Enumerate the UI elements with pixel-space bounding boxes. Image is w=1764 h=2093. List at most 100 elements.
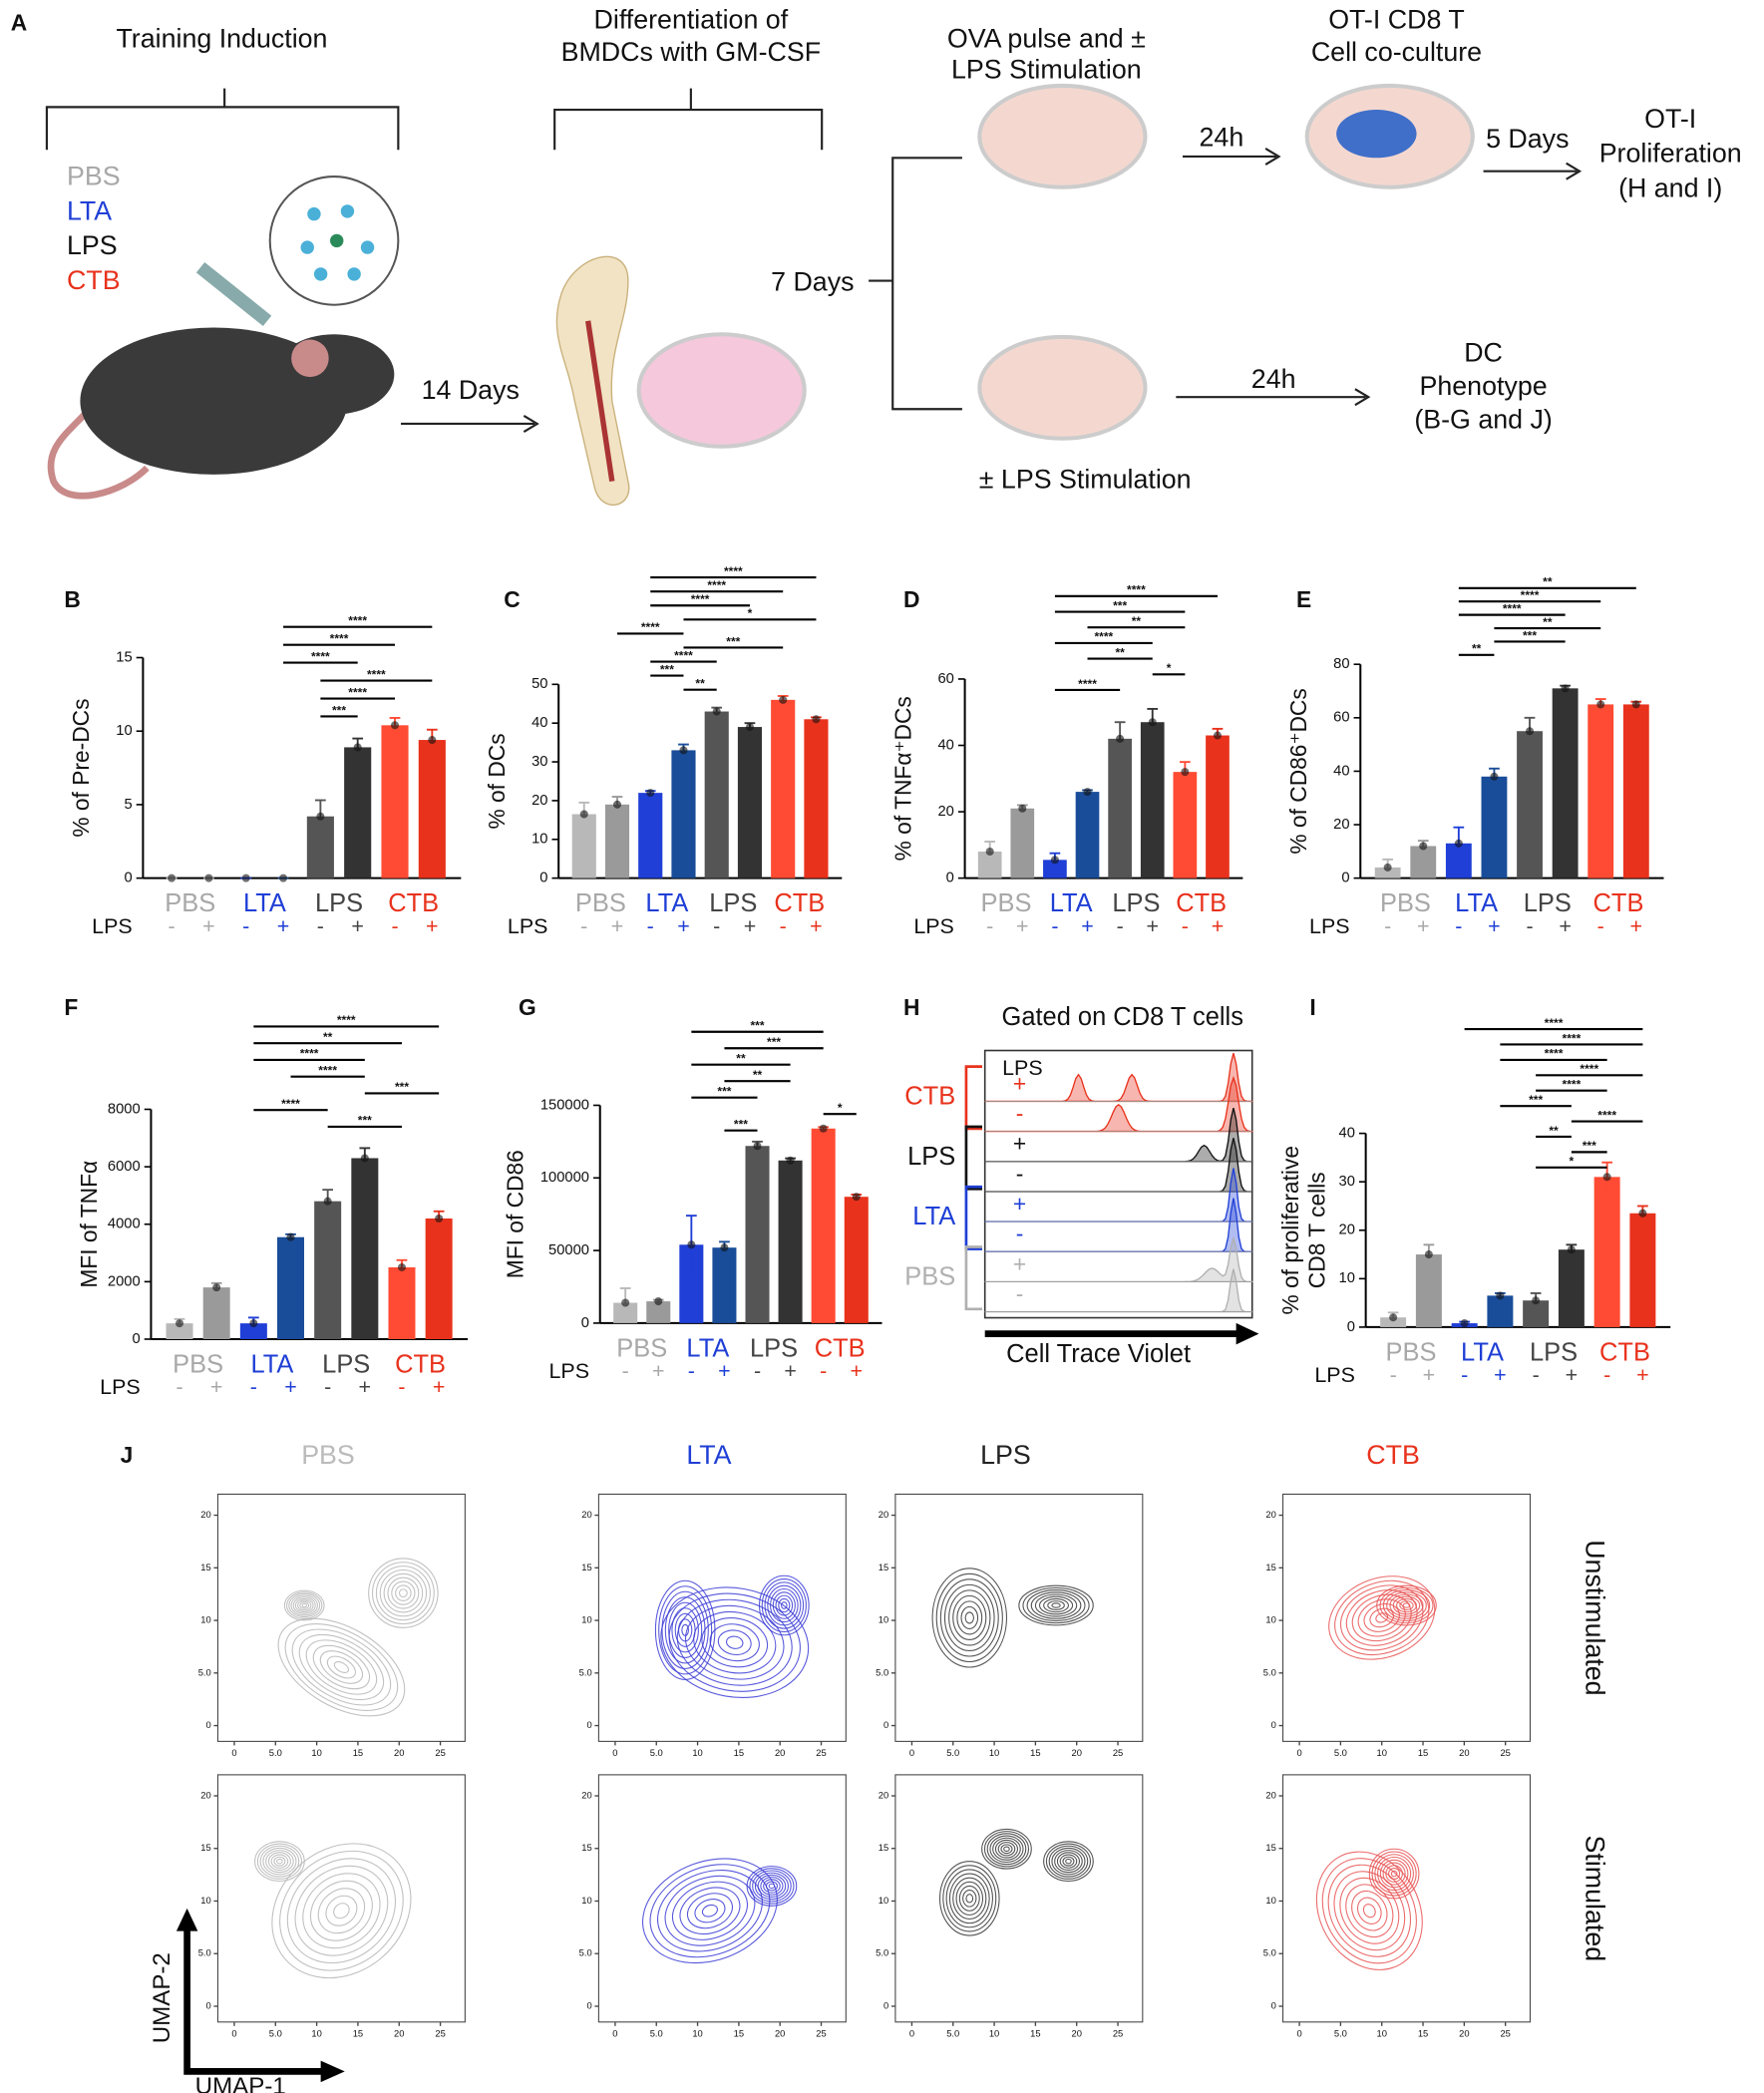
contour (391, 1580, 416, 1605)
significance-label: **** (641, 620, 660, 634)
y-tick-label: 15 (1265, 1843, 1275, 1853)
x-tick-label: 10 (311, 1748, 321, 1758)
stim-sign: + (744, 914, 757, 938)
stim-sign: + (1013, 1191, 1026, 1217)
stim-sign: - (250, 1375, 257, 1399)
y-tick-label: 15 (581, 1843, 591, 1853)
x-tick-label: 25 (816, 2028, 826, 2038)
group-label: PBS (173, 1351, 223, 1379)
y-tick-label: 15 (200, 1843, 210, 1853)
contour (299, 1601, 310, 1609)
stim-sign: + (677, 914, 690, 938)
group-label: LPS (709, 889, 757, 917)
stim-sign: - (622, 1359, 629, 1383)
label: Proliferation (1599, 139, 1742, 169)
contour (1385, 1865, 1403, 1883)
contour (294, 1597, 314, 1613)
y-axis-label: % of proliferative (1277, 1146, 1303, 1315)
contour (1368, 1848, 1420, 1900)
panel-letter: C (504, 586, 520, 612)
contour (752, 1870, 792, 1903)
bar (604, 804, 630, 878)
x-tick-label: 10 (311, 2028, 321, 2038)
contour (760, 1877, 784, 1896)
significance-label: *** (332, 703, 346, 717)
contour (1339, 1584, 1424, 1651)
contour (1056, 1852, 1081, 1872)
label: Cell co-culture (1311, 37, 1482, 67)
group-bracket (964, 1125, 983, 1191)
bar (671, 750, 696, 878)
head (273, 334, 395, 415)
bar (1517, 731, 1543, 878)
contour (395, 1584, 412, 1601)
x-tick-label: 15 (1030, 2028, 1040, 2038)
contour (986, 1833, 1027, 1866)
significance-label: **** (311, 649, 330, 663)
y-tick-label: 5.0 (579, 1948, 592, 1958)
contour (948, 1589, 991, 1646)
significance-label: **** (674, 648, 693, 662)
y-axis-label: MFI of CD86 (503, 1150, 529, 1278)
contour (1371, 1851, 1417, 1897)
bar (704, 711, 729, 878)
significance-label: **** (1597, 1108, 1616, 1122)
axis-label: UMAP-1 (195, 2073, 286, 2093)
x-tick-label: 20 (1071, 1748, 1081, 1758)
x-tick-label: 25 (435, 2028, 445, 2038)
significance-label: ** (323, 1030, 333, 1044)
contour (283, 1589, 325, 1621)
contour (693, 1610, 777, 1674)
bar (277, 1236, 305, 1339)
contour (709, 1623, 760, 1662)
contour (1000, 1844, 1013, 1855)
stim-sign: - (324, 1375, 331, 1399)
contour (301, 1602, 307, 1608)
contour (964, 1611, 974, 1624)
contour (994, 1839, 1019, 1859)
stim-sign: + (718, 1359, 731, 1383)
y-tick-label: 40 (531, 715, 547, 731)
contour (265, 1850, 294, 1874)
x-tick-label: 20 (394, 1748, 404, 1758)
marker (241, 873, 250, 882)
y-axis-label: MFI of TNFα (76, 1161, 102, 1288)
marker (1496, 1291, 1505, 1300)
stim-sign: - (754, 1359, 761, 1383)
contour (286, 1591, 323, 1619)
x-tick-label: 5.0 (269, 1748, 282, 1758)
bar (1629, 1213, 1656, 1327)
contour (668, 1601, 703, 1658)
significance-label: **** (348, 685, 367, 699)
label: Gated on CD8 T cells (1002, 1003, 1243, 1031)
stim-label: LPS (100, 1375, 141, 1399)
significance-label: *** (395, 1080, 409, 1094)
contour (292, 1596, 316, 1614)
contour (298, 1633, 385, 1701)
marker (646, 789, 655, 798)
contour (764, 1581, 805, 1629)
x-tick-label: 20 (1459, 1748, 1469, 1758)
significance-label: * (838, 1101, 843, 1115)
contour (1327, 1864, 1412, 1957)
panel-letter: F (64, 994, 78, 1020)
stim-sign: + (210, 1375, 223, 1399)
x-tick-label: 0 (231, 2028, 236, 2038)
label: 14 Days (422, 375, 520, 405)
contour (1339, 1877, 1400, 1944)
marker (279, 873, 288, 882)
contour (654, 1579, 716, 1680)
stim-sign: - (1051, 914, 1058, 938)
stim-label: LPS (913, 914, 954, 938)
y-tick-label: 10 (879, 1896, 888, 1906)
contour (781, 1601, 788, 1609)
label: OVA pulse and ± (947, 23, 1146, 53)
x-tick-label: 10 (989, 1748, 999, 1758)
contour (1390, 1870, 1398, 1878)
marker (397, 1262, 407, 1271)
contour (684, 1604, 785, 1680)
marker (779, 695, 788, 704)
contour (726, 1635, 744, 1649)
plot-frame (216, 1774, 466, 2023)
marker (176, 1319, 184, 1328)
